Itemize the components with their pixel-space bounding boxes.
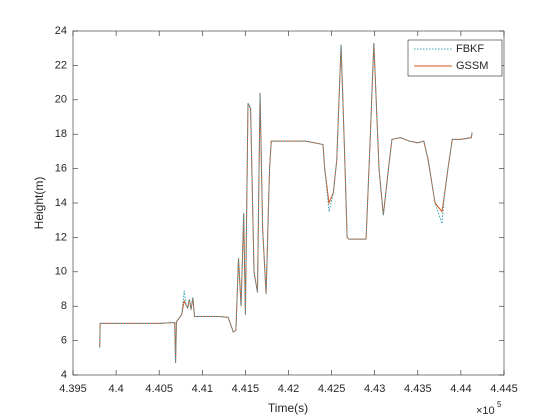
x-tick-label: 4.41 bbox=[192, 383, 213, 395]
x-tick-label: 4.44 bbox=[450, 383, 471, 395]
y-tick-label: 8 bbox=[61, 300, 67, 312]
x-multiplier: ×10 bbox=[476, 405, 495, 417]
x-tick-label: 4.4 bbox=[108, 383, 123, 395]
legend-box bbox=[407, 39, 503, 77]
y-tick-label: 14 bbox=[55, 197, 67, 209]
y-tick-label: 20 bbox=[55, 94, 67, 106]
x-multiplier-power: 5 bbox=[497, 400, 502, 409]
x-tick-label: 4.445 bbox=[490, 383, 518, 395]
series-line bbox=[99, 43, 473, 363]
legend: FBKF GSSM bbox=[407, 39, 503, 77]
y-tick-label: 24 bbox=[55, 25, 67, 37]
y-tick-label: 12 bbox=[55, 231, 67, 243]
x-tick-label: 4.425 bbox=[318, 383, 346, 395]
x-axis-title: Time(s) bbox=[268, 401, 308, 415]
y-tick-label: 16 bbox=[55, 163, 67, 175]
y-tick-label: 4 bbox=[61, 369, 67, 381]
x-tick-label: 4.415 bbox=[232, 383, 260, 395]
y-tick-label: 6 bbox=[61, 335, 67, 347]
axes-box bbox=[72, 30, 505, 376]
y-tick-label: 22 bbox=[55, 59, 67, 71]
x-tick-label: 4.395 bbox=[59, 383, 87, 395]
x-tick-label: 4.405 bbox=[145, 383, 173, 395]
y-axis-title: Height(m) bbox=[32, 177, 46, 230]
x-tick-label: 4.435 bbox=[404, 383, 432, 395]
x-tick-label: 4.42 bbox=[278, 383, 299, 395]
legend-label: FBKF bbox=[456, 43, 484, 55]
x-tick-label: 4.43 bbox=[364, 383, 385, 395]
plot-area bbox=[73, 31, 504, 375]
legend-label: GSSM bbox=[456, 60, 488, 72]
y-tick-label: 10 bbox=[55, 266, 67, 278]
y-tick-label: 18 bbox=[55, 128, 67, 140]
